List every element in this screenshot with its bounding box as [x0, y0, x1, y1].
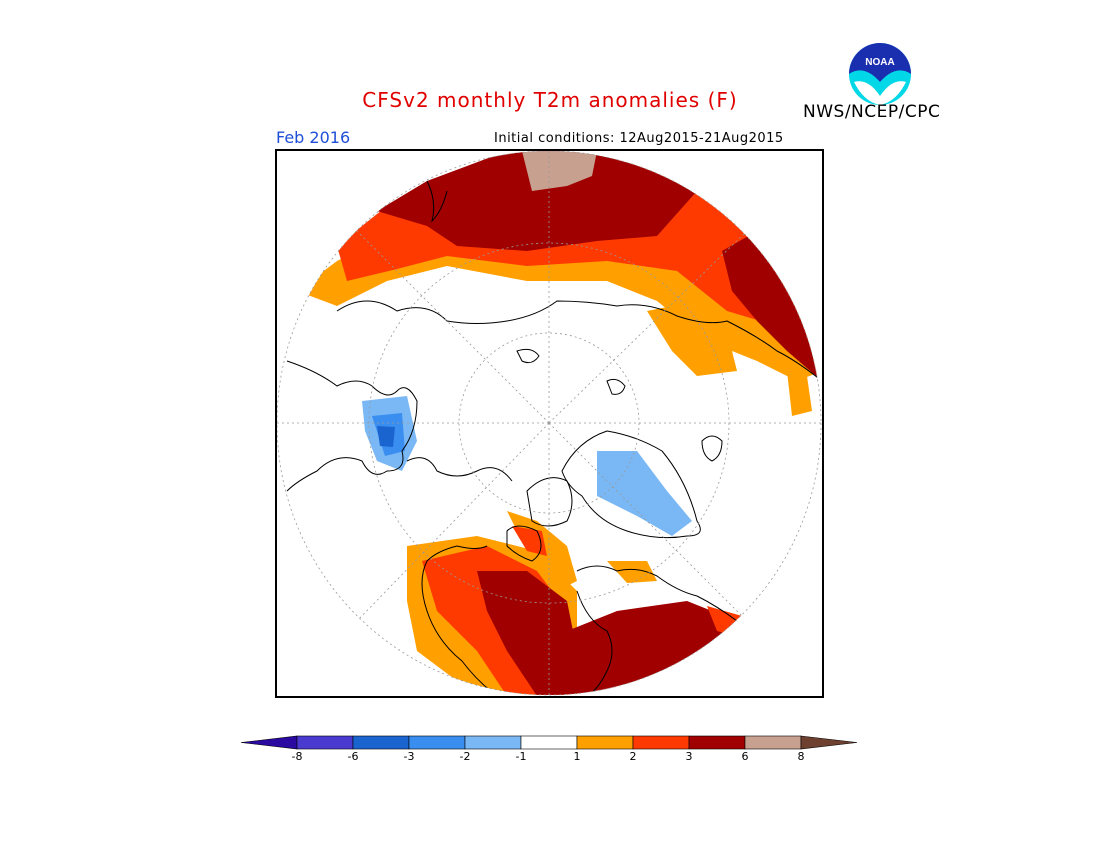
forecast-month: Feb 2016	[276, 128, 351, 147]
anomaly-lightblue-greenland	[597, 451, 692, 536]
legend-bin	[744, 735, 802, 750]
legend-tick-label: -1	[515, 750, 527, 763]
legend-tick-label: -2	[459, 750, 471, 763]
legend-bin	[576, 735, 634, 750]
legend-tick-label: 8	[797, 750, 805, 763]
legend-arrow-high	[800, 735, 858, 750]
legend-bin	[520, 735, 578, 750]
initial-conditions: Initial conditions: 12Aug2015-21Aug2015	[494, 131, 784, 146]
legend-bin	[296, 735, 354, 750]
anomaly-darkred-siberia-east	[722, 231, 821, 381]
legend-bin	[352, 735, 410, 750]
color-legend	[240, 735, 858, 750]
anomaly-orange-alaska-east	[647, 301, 737, 376]
legend-tick-label: -3	[403, 750, 415, 763]
legend-tick-label: -6	[347, 750, 359, 763]
anomaly-darkred-eurasia	[377, 151, 697, 251]
legend-arrow-low	[240, 735, 298, 750]
legend-tick-label: 1	[573, 750, 581, 763]
anomaly-brown-peak	[522, 151, 597, 191]
noaa-logo-text: NOAA	[865, 57, 894, 68]
legend-bin	[632, 735, 690, 750]
anomaly-darkblue-europe	[377, 426, 395, 447]
legend-bin	[464, 735, 522, 750]
agency-label: NWS/NCEP/CPC	[803, 102, 941, 122]
polar-map	[275, 149, 824, 698]
coastlines	[286, 180, 821, 695]
legend-bin	[408, 735, 466, 750]
chart-title: CFSv2 monthly T2m anomalies (F)	[362, 88, 738, 112]
latlon-grid	[277, 151, 821, 695]
anomaly-orange-spot-east	[787, 371, 812, 416]
legend-bin	[688, 735, 746, 750]
noaa-logo: NOAA	[849, 43, 911, 105]
anomaly-darkred-namerica	[477, 571, 577, 695]
legend-tick-label: 3	[685, 750, 693, 763]
legend-tick-label: 6	[741, 750, 749, 763]
anomaly-orange-hudson	[607, 561, 657, 583]
projection-boundary	[277, 151, 822, 696]
legend-tick-label: 2	[629, 750, 637, 763]
legend-tick-label: -8	[291, 750, 303, 763]
